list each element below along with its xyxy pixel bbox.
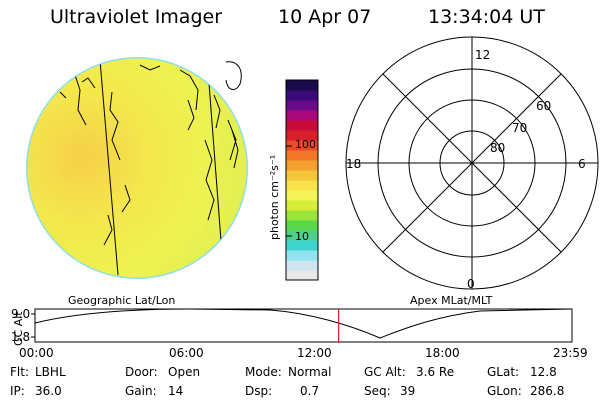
mode-value: Normal bbox=[288, 365, 332, 379]
colorbar-tick-100: 100 bbox=[295, 138, 316, 151]
timeline-xtick-2359: 23:59 bbox=[553, 346, 588, 360]
colorbar-segment bbox=[286, 190, 318, 201]
timeline-ytick-1: 1.8 bbox=[11, 330, 30, 344]
flt-value: LBHL bbox=[35, 365, 66, 379]
colorbar-segment bbox=[286, 120, 318, 131]
door-value: Open bbox=[168, 365, 201, 379]
timeline-y-label: GC Alt bbox=[12, 311, 25, 346]
lat-label-70: 70 bbox=[512, 121, 527, 135]
timeline-ytick-9: 9.0 bbox=[11, 307, 30, 321]
colorbar-segment bbox=[286, 230, 318, 241]
colorbar-segment bbox=[286, 160, 318, 171]
meridian-line-1 bbox=[99, 59, 119, 276]
time-label: 13:34:04 UT bbox=[428, 6, 545, 28]
colorbar-segment bbox=[286, 110, 318, 121]
ip-label: IP: bbox=[10, 384, 25, 398]
colorbar-segment bbox=[286, 270, 318, 281]
door-label: Door: bbox=[125, 365, 158, 379]
geographic-disk bbox=[26, 57, 248, 279]
flt-label: Flt: bbox=[10, 365, 29, 379]
colorbar bbox=[285, 79, 319, 281]
glat-label: GLat: bbox=[487, 365, 520, 379]
colorbar-segment bbox=[286, 220, 318, 231]
dsp-label: Dsp: bbox=[245, 384, 273, 398]
glon-value: 286.8 bbox=[530, 384, 565, 398]
colorbar-segment bbox=[286, 260, 318, 271]
right-panel-label: Apex MLat/MLT bbox=[410, 294, 493, 307]
ip-value: 36.0 bbox=[35, 384, 62, 398]
left-panel-label: Geographic Lat/Lon bbox=[68, 294, 175, 307]
colorbar-segment bbox=[286, 150, 318, 161]
polar-diag-2 bbox=[382, 73, 562, 253]
seq-label: Seq: bbox=[364, 384, 391, 398]
colorbar-segment bbox=[286, 180, 318, 191]
lat-label-80: 80 bbox=[490, 141, 505, 155]
colorbar-segment bbox=[286, 250, 318, 261]
gain-value: 14 bbox=[168, 384, 184, 398]
altitude-curve bbox=[34, 308, 573, 339]
dsp-value: 0.7 bbox=[300, 384, 320, 398]
colorbar-segment bbox=[286, 90, 318, 101]
disk-fill bbox=[27, 58, 247, 278]
colorbar-tick-10: 10 bbox=[295, 230, 309, 243]
polar-grid bbox=[345, 36, 599, 290]
instrument-title: Ultraviolet Imager bbox=[50, 6, 223, 28]
timeline-xtick-1200: 12:00 bbox=[297, 346, 332, 360]
gc-alt-value: 3.6 Re bbox=[416, 365, 455, 379]
colorbar-segment bbox=[286, 100, 318, 111]
timeline-xtick-1800: 18:00 bbox=[425, 346, 460, 360]
glat-value: 12.8 bbox=[530, 365, 557, 379]
colorbar-segment bbox=[286, 140, 318, 151]
date-label: 10 Apr 07 bbox=[278, 6, 372, 28]
colorbar-segment bbox=[286, 130, 318, 141]
mlt-label-0: 0 bbox=[467, 277, 475, 291]
seq-value: 39 bbox=[400, 384, 416, 398]
colorbar-segment bbox=[286, 200, 318, 211]
lat-label-60: 60 bbox=[536, 99, 551, 113]
orbit-timeline bbox=[31, 308, 573, 343]
glon-label: GLon: bbox=[487, 384, 522, 398]
timeline-xtick-0600: 06:00 bbox=[169, 346, 204, 360]
mode-label: Mode: bbox=[245, 365, 282, 379]
colorbar-segment bbox=[286, 170, 318, 181]
gain-label: Gain: bbox=[125, 384, 157, 398]
timeline-xtick-0000: 00:00 bbox=[19, 346, 54, 360]
colorbar-segment bbox=[286, 240, 318, 251]
colorbar-segment bbox=[286, 80, 318, 91]
mlt-label-18: 18 bbox=[346, 157, 361, 171]
mlt-label-12: 12 bbox=[475, 48, 490, 62]
colorbar-segment bbox=[286, 210, 318, 221]
mlt-label-6: 6 bbox=[578, 157, 586, 171]
colorbar-unit-label: photon cm⁻²s⁻¹ bbox=[268, 155, 281, 240]
colorbar-frame bbox=[285, 79, 319, 281]
gc-alt-label: GC Alt: bbox=[364, 365, 406, 379]
